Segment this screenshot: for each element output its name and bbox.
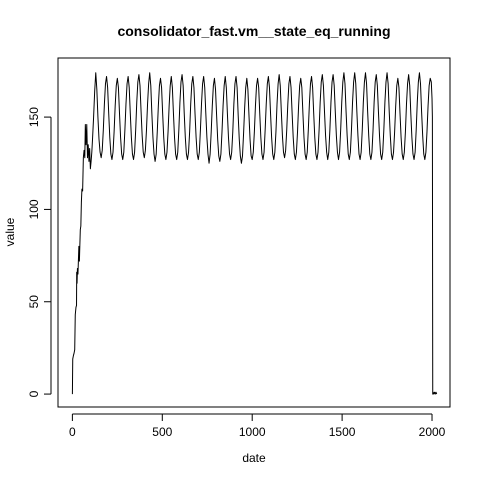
plot-frame bbox=[57, 57, 451, 408]
x-tick-label: 2000 bbox=[419, 425, 446, 439]
y-tick-label: 0 bbox=[27, 390, 41, 397]
chart-title: consolidator_fast.vm__state_eq_running bbox=[117, 23, 390, 39]
y-tick-label: 150 bbox=[27, 107, 41, 127]
series-layer bbox=[71, 72, 438, 395]
y-axis: 0 50 100 150 bbox=[27, 107, 52, 397]
x-tick-label: 1000 bbox=[239, 425, 266, 439]
x-axis-label: date bbox=[242, 451, 266, 465]
y-tick-label: 50 bbox=[27, 295, 41, 309]
y-tick-label: 100 bbox=[27, 199, 41, 219]
x-tick-label: 1500 bbox=[329, 425, 356, 439]
x-tick-label: 0 bbox=[69, 425, 76, 439]
y-axis-label: value bbox=[3, 217, 17, 246]
x-axis: 0 500 1000 1500 2000 bbox=[69, 413, 446, 439]
x-tick-label: 500 bbox=[152, 425, 172, 439]
series-line-0 bbox=[71, 72, 438, 395]
